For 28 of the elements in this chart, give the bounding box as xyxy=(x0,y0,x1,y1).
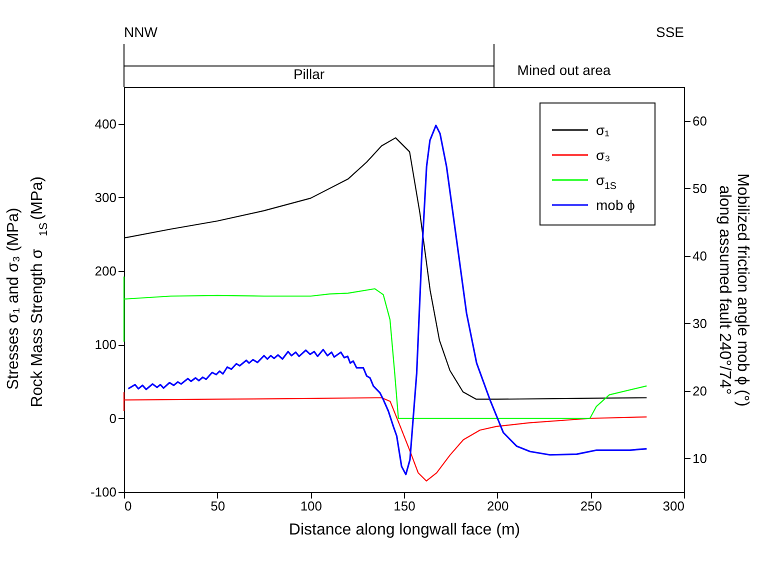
y2-tick-label: 50 xyxy=(692,180,707,196)
y-tick-label: 400 xyxy=(94,116,116,132)
y-tick-label: 200 xyxy=(94,264,116,279)
y2-axis-title: Mobilized friction angle mob ϕ (°) along assumed fault 240°/74° xyxy=(716,173,751,407)
legend-label: σ₁ xyxy=(596,122,610,138)
text: Pillar xyxy=(293,66,325,82)
y2-tick-label: 10 xyxy=(692,450,707,466)
y2-tick-label: 30 xyxy=(692,316,707,331)
y2-tick-label: 20 xyxy=(692,383,707,398)
y2-tick-label: 40 xyxy=(692,248,707,264)
x-axis-title: Distance along longwall face (m) xyxy=(288,522,520,538)
x-tick-label: 300 xyxy=(662,498,684,514)
text: Mined out area xyxy=(517,62,611,78)
text: NNW xyxy=(124,24,158,40)
y-tick-label: -100 xyxy=(90,484,116,500)
x-tick-label: 250 xyxy=(580,498,602,514)
y-tick-label: 100 xyxy=(94,337,116,352)
x-tick-label: 100 xyxy=(300,498,322,514)
x-tick-label: 0 xyxy=(124,498,132,514)
y-tick-label: 300 xyxy=(94,190,116,205)
legend-label: σ₃ xyxy=(596,147,610,163)
x-tick-label: 200 xyxy=(486,498,509,514)
y-tick-label: 0 xyxy=(109,410,116,426)
x-tick-label: 50 xyxy=(210,498,226,514)
text: SSE xyxy=(656,24,684,40)
y2-tick-label: 60 xyxy=(692,113,707,128)
x-tick-label: 150 xyxy=(394,498,416,514)
legend-label: mob ϕ xyxy=(596,197,636,213)
